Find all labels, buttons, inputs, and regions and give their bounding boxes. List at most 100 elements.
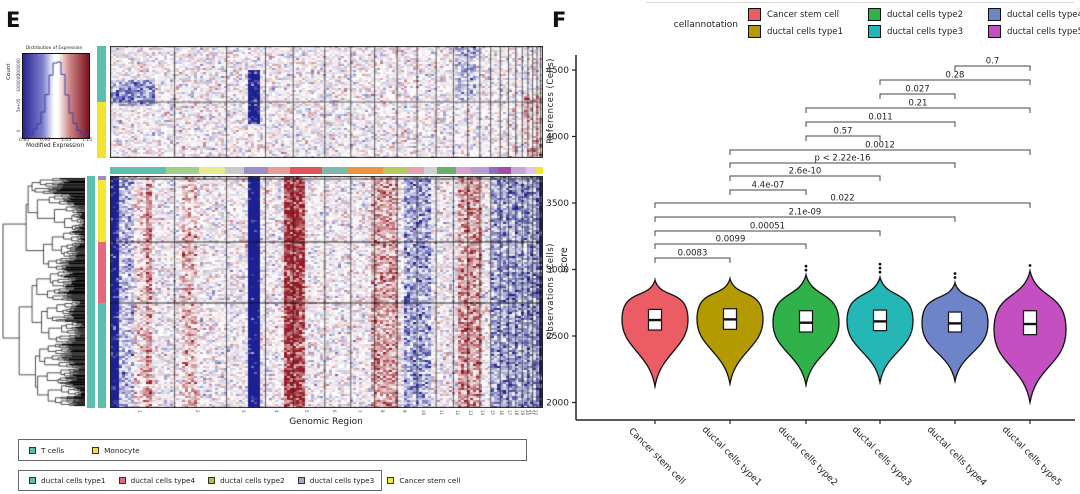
panel-e-letter: E xyxy=(6,8,21,32)
pvalue-bracket xyxy=(729,162,956,168)
outlier-point xyxy=(878,270,882,274)
cellannotation-label: Cancer stem cell xyxy=(767,9,840,20)
violin-ductal-cells-type1 xyxy=(696,276,764,384)
outlier-point xyxy=(953,276,957,279)
cellannotation-entry-ductal-cells-type5: ductal cells type5 xyxy=(988,25,1080,38)
pvalue-label: 0.022 xyxy=(830,194,854,204)
pvalue-label: 2.6e-10 xyxy=(789,167,822,177)
row-group-cancer-stem-cell xyxy=(98,179,106,243)
legend-item-label: Monocyte xyxy=(104,445,140,455)
pvalue-label: 0.0083 xyxy=(678,249,708,259)
cellannotation-swatch xyxy=(868,8,881,21)
legend-item-label: ductal cells type1 xyxy=(41,476,106,485)
pvalue-bracket xyxy=(654,230,881,236)
cellannotation-swatch xyxy=(988,25,1001,38)
legend-swatch xyxy=(208,477,216,484)
legend-item-monocyte: Monocyte xyxy=(92,446,140,455)
chromosome-bar-segment xyxy=(498,167,512,174)
reference-heatmap xyxy=(110,46,543,158)
y-tick-label: 4500 xyxy=(546,66,569,76)
legend-swatch xyxy=(118,477,126,484)
observation-heatmap xyxy=(110,176,543,408)
chromosome-bar-segment xyxy=(110,167,167,174)
cellannotation-entry-cancer-stem-cell: Cancer stem cell xyxy=(748,8,839,21)
cellannotation-entry-ductal-cells-type4: ductal cells type4 xyxy=(988,8,1080,21)
pvalue-bracket xyxy=(654,243,807,249)
legend-item-ductal-cells-type3: ductal cells type3 xyxy=(297,476,375,485)
pvalue-bracket xyxy=(654,202,1031,208)
pvalue-label: 0.28 xyxy=(946,71,965,81)
legend-swatch xyxy=(92,446,100,454)
observation-row-annotation-inner xyxy=(98,176,106,408)
chromosome-bar-segment xyxy=(436,167,457,174)
outlier-point xyxy=(878,266,882,270)
row-group-ductal-cells-type4 xyxy=(98,242,106,304)
legend-swatch xyxy=(29,446,36,454)
chromosome-bar-segment xyxy=(423,167,437,174)
chromosome-bar-segment xyxy=(244,167,269,174)
y-tick-label: 3500 xyxy=(546,199,569,209)
legend-item-label: ductal cells type4 xyxy=(130,476,196,485)
chromosome-bar-segment xyxy=(382,167,407,174)
legend-item-ductal-cells-type1: ductal cells type1 xyxy=(29,476,106,485)
outlier-point xyxy=(953,272,957,275)
x-category-label: ductal cells type4 xyxy=(925,425,989,489)
legend-item-cancer-stem-cell: Cancer stem cell xyxy=(387,476,460,485)
expr-legend-title: Distribution of Expression xyxy=(25,46,83,51)
cellannotation-label: ductal cells type1 xyxy=(767,26,844,37)
outlier-point xyxy=(804,264,808,268)
cellannotation-swatch xyxy=(748,25,761,38)
boxplot xyxy=(1022,310,1038,336)
pvalue-label: 0.027 xyxy=(905,85,929,95)
legend-item-ductal-cells-type2: ductal cells type2 xyxy=(208,476,285,485)
chromosome-bar-segment xyxy=(322,167,349,174)
expr-xtick: 1.15 xyxy=(81,138,93,143)
cellannotation-entry-ductal-cells-type2: ductal cells type2 xyxy=(868,8,963,21)
x-category-label: Cancer stem cell xyxy=(626,426,686,486)
expr-xtick: 0.85 xyxy=(18,138,30,143)
violin-cancer-stem-cell xyxy=(621,277,689,387)
outlier-point xyxy=(804,268,808,272)
genomic-region-label: Genomic Region xyxy=(289,417,363,427)
chromosome-bar-segment xyxy=(456,167,472,174)
cellannotation-entry-ductal-cells-type1: ductal cells type1 xyxy=(748,25,843,38)
cellannotation-entry-ductal-cells-type3: ductal cells type3 xyxy=(868,25,963,38)
y-tick-label: 2000 xyxy=(546,399,569,409)
chromosome-bar-segment xyxy=(289,167,323,174)
cellannotation-label: ductal cells type4 xyxy=(1007,9,1080,20)
chromosome-bar-segment xyxy=(268,167,290,174)
violin-ductal-cells-type5 xyxy=(993,270,1067,403)
panel-f-letter: F xyxy=(552,8,567,32)
y-tick-label: 2500 xyxy=(546,332,569,342)
expr-legend-xlabel: Modified Expression xyxy=(25,143,85,149)
chromosome-bar-segment xyxy=(348,167,383,174)
legend-item-label: ductal cells type3 xyxy=(309,476,375,485)
pvalue-bracket xyxy=(954,65,1031,71)
pvalue-bracket xyxy=(654,216,956,222)
chromosome-bar-segment xyxy=(535,167,543,174)
legend-item-label: T cells xyxy=(41,445,65,455)
chromosome-bar-segment xyxy=(166,167,199,174)
legend-swatch xyxy=(29,477,36,484)
pvalue-label: 0.57 xyxy=(834,127,853,137)
outlier-point xyxy=(1028,264,1032,267)
pvalue-bracket xyxy=(805,107,1031,113)
x-category-label: ductal cells type1 xyxy=(700,425,763,488)
expression-colorbar xyxy=(22,53,90,139)
chromosome-bar-segment xyxy=(406,167,424,174)
cellannotation-swatch xyxy=(748,8,761,21)
chromosome-bar-segment xyxy=(224,167,245,174)
legend-top-rule xyxy=(646,2,1074,3)
reference-row-annotation xyxy=(97,46,106,158)
x-category-label: ductal cells type3 xyxy=(850,425,913,488)
chromosome-bar-segment xyxy=(471,167,489,174)
legend-swatch xyxy=(387,477,395,484)
observation-groups-legend: ductal cells type1 ductal cells type4 duct… xyxy=(18,470,460,491)
reference-groups-legend: T cells Monocyte xyxy=(18,439,527,461)
legend-item-ductal-cells-type4: ductal cells type4 xyxy=(118,476,196,485)
pvalue-bracket xyxy=(729,189,807,195)
legend-item-label: ductal cells type2 xyxy=(220,476,285,485)
expr-xtick: 1.05 xyxy=(60,138,72,143)
legend-item-label: Cancer stem cell xyxy=(399,476,461,485)
x-category-label: ductal cells type5 xyxy=(1000,425,1063,488)
